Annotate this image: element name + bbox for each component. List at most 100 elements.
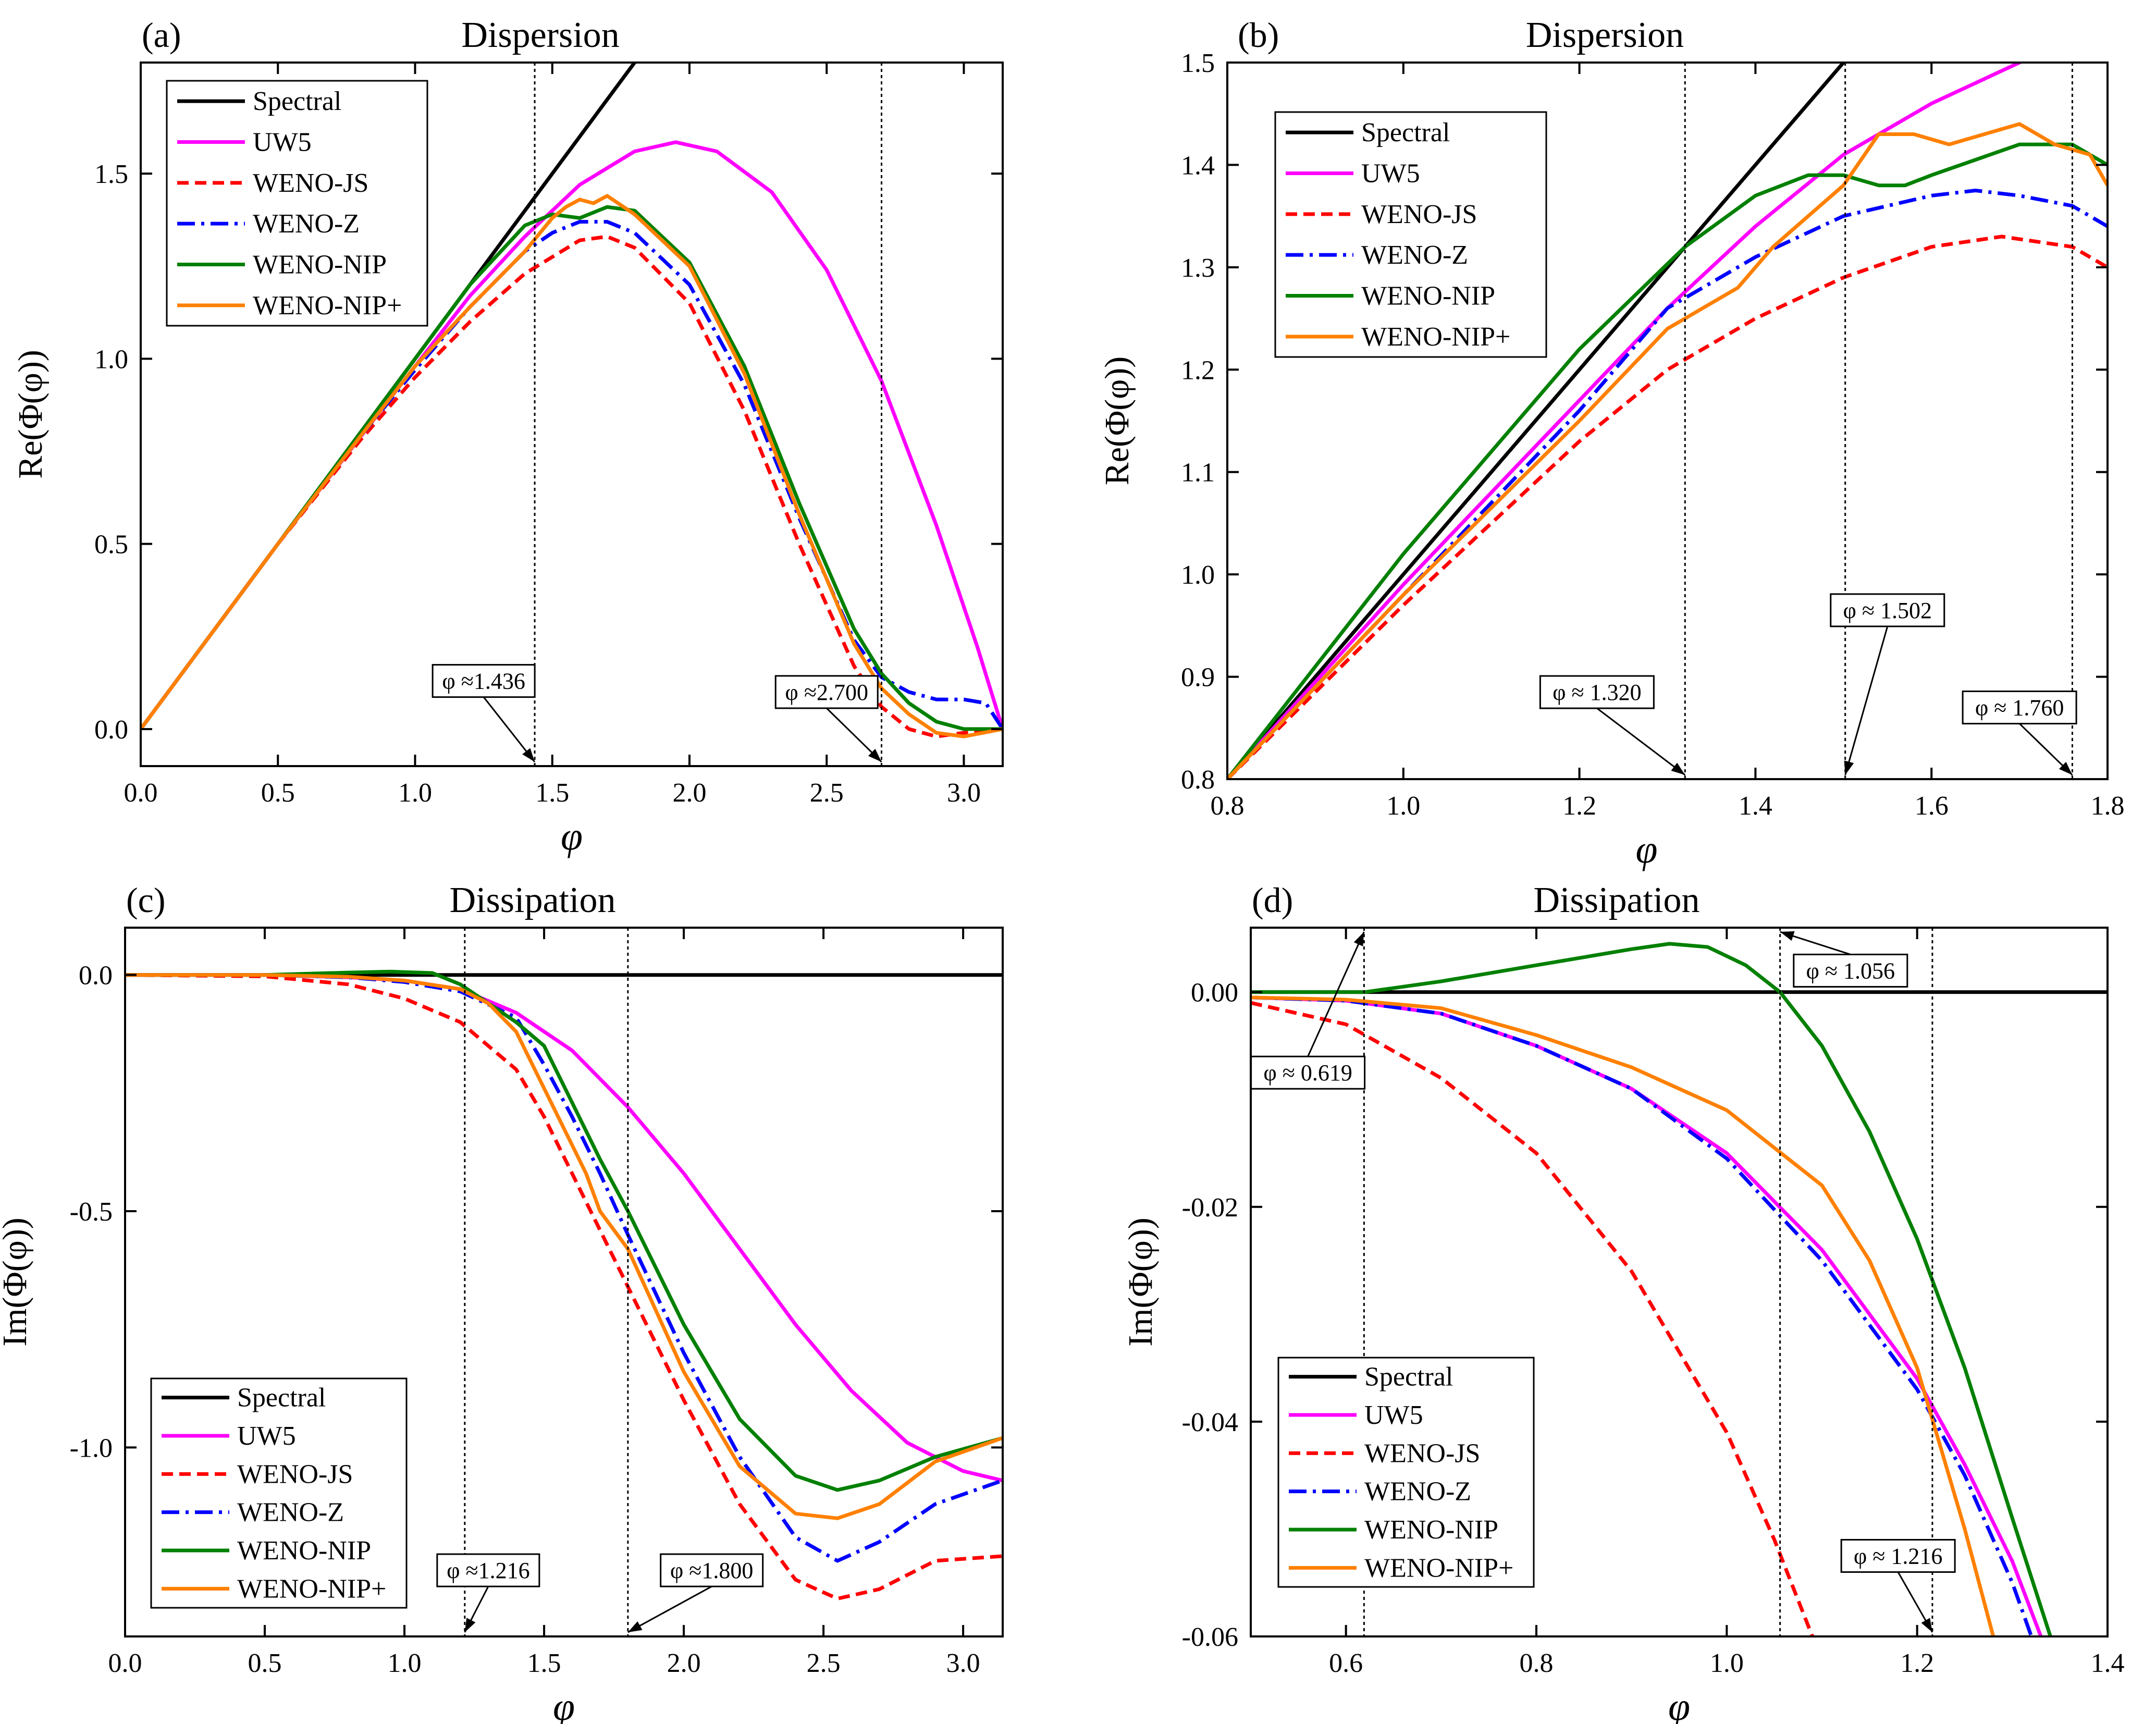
x-tick-label: 0.6 [1329,1648,1363,1678]
legend-label: WENO-NIP+ [1364,1553,1513,1583]
series-weno-nip-plus [1251,995,1995,1636]
annotation-arrowhead [627,1621,643,1632]
series-uw5 [141,140,1003,730]
chart-title: Dissipation [450,880,616,920]
y-tick-label: 0.0 [79,961,113,991]
y-axis-label: Re(Φ(φ)) [11,350,50,479]
x-tick-label: 1.0 [388,1648,422,1678]
legend-label: WENO-Z [1364,1477,1471,1507]
x-tick-label: 1.2 [1900,1648,1934,1678]
y-tick-label: 0.00 [1191,978,1238,1008]
annotation-label: φ ≈1.800 [670,1558,754,1583]
chart-title: Dissipation [1534,880,1700,920]
annotation-arrow [627,1585,712,1633]
series-weno-z [125,973,1003,1563]
annotation-box [432,664,536,698]
x-tick-label: 1.4 [1739,791,1772,821]
y-tick-label: 1.2 [1181,355,1215,385]
panel-label: (c) [126,880,165,920]
annotation-box [1962,691,2077,724]
panel-label: (b) [1238,15,1279,55]
legend-label: WENO-NIP+ [1361,322,1510,352]
y-tick-label: 0.9 [1181,663,1215,693]
series-uw5 [1227,63,2024,779]
x-tick-label: 1.6 [1915,791,1949,821]
annotation-arrowhead [1671,762,1685,775]
legend: Spectral UW5 WENO-JS WENO-Z WENO-NIP WENO-NIP… [150,1377,408,1609]
legend-label: WENO-JS [237,1459,353,1489]
panel-label: (d) [1252,880,1293,920]
legend-label: UW5 [1364,1400,1423,1430]
annotation-box [1539,675,1655,709]
series-weno-nip [1227,142,2108,779]
x-tick-label: 1.5 [535,778,569,808]
series-weno-js [1227,235,2108,779]
x-tick-label: 0.5 [261,778,295,808]
legend-label: Spectral [253,87,341,116]
legend-label: WENO-Z [1361,240,1468,270]
x-tick-label: 0.0 [108,1648,142,1678]
x-tick-label: 1.4 [2091,1648,2125,1678]
annotation-label: φ ≈2.700 [785,680,868,705]
annotation-arrowhead [464,1618,476,1632]
series-weno-z [1227,189,2108,779]
legend-label: Spectral [1361,118,1450,147]
legend: Spectral UW5 WENO-JS WENO-Z WENO-NIP WENO-NIP… [1274,111,1547,358]
annotation-box [1830,593,1945,627]
y-tick-label: 1.0 [94,344,128,374]
annotation-arrow [1844,626,1889,775]
annotation-arrow [1596,707,1686,776]
x-axis-label: φ [1668,1685,1690,1724]
x-tick-label: 3.0 [947,778,981,808]
annotation-arrowhead [1921,1618,1932,1632]
annotation-box [436,1553,540,1587]
series-spectral [1227,63,1845,779]
series-weno-nip-plus [125,973,1003,1520]
y-tick-label: -0.04 [1182,1408,1238,1437]
y-tick-label: 0.5 [94,530,128,560]
y-axis-label: Im(Φ(φ)) [1122,1217,1160,1347]
legend-label: WENO-JS [253,168,368,198]
y-tick-label: 1.4 [1181,151,1215,180]
y-axis-label: Im(Φ(φ)) [0,1217,34,1347]
legend-label: WENO-NIP [1364,1515,1498,1545]
annotation-arrowhead [522,748,535,762]
series-weno-z [1251,995,2034,1636]
annotation-label: φ ≈ 1.502 [1843,598,1932,623]
legend-label: WENO-NIP [253,250,387,280]
annotation-box [774,675,879,709]
legend-label: WENO-JS [1364,1438,1480,1468]
legend: Spectral UW5 WENO-JS WENO-Z WENO-NIP WENO-NIP… [1277,1357,1535,1588]
y-tick-label: 1.1 [1181,458,1215,488]
chart-title: Dispersion [1526,15,1684,55]
y-axis-label: Re(Φ(φ)) [1098,356,1136,486]
x-tick-label: 2.0 [672,778,706,808]
y-tick-label: 0.0 [94,715,128,745]
x-axis-label: φ [561,815,583,858]
annotation-arrow [483,696,536,762]
x-tick-label: 1.2 [1562,791,1596,821]
legend: Spectral UW5 WENO-JS WENO-Z WENO-NIP WENO-NIP… [166,80,428,327]
y-tick-label: 0.8 [1181,765,1215,795]
chart-panel-c: φ ≈1.216 φ ≈1.800 0.0 0.5 1.0 1.5 2.0 2.5 3.0 0.0… [0,880,1004,1724]
series-weno-nip [141,205,1003,731]
y-tick-label: 1.5 [94,159,128,189]
annotation-label: φ ≈1.216 [447,1558,530,1583]
legend-label: UW5 [237,1421,296,1451]
x-tick-label: 1.8 [2091,791,2125,821]
annotation-arrow [1307,931,1365,1057]
legend-box [1274,111,1547,358]
y-tick-label: -0.5 [70,1197,113,1227]
x-tick-label: 3.0 [946,1648,980,1678]
x-axis-label: φ [1635,828,1657,871]
legend-label: WENO-Z [237,1498,344,1528]
plot-frame [1250,927,2109,1637]
annotation-label: φ ≈ 1.056 [1806,958,1895,983]
legend-box [150,1377,408,1609]
x-tick-label: 0.0 [124,778,158,808]
y-tick-label: 1.3 [1181,253,1215,283]
panel-label: (a) [142,15,181,55]
legend-label: WENO-NIP [237,1536,371,1566]
legend-box [1277,1357,1535,1588]
